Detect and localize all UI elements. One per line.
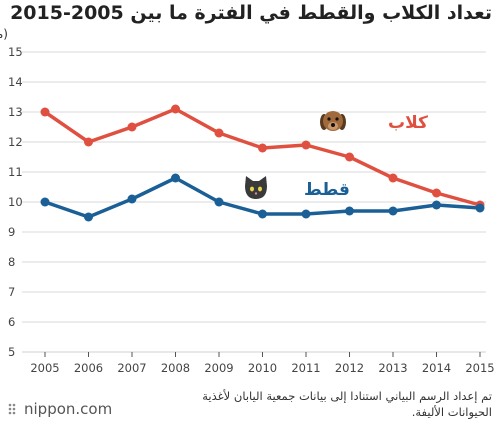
y-tick-label: 10 [8, 195, 23, 209]
brand-logo[interactable]: nippon.com [8, 400, 112, 418]
data-point [301, 209, 311, 219]
y-tick-label: 11 [8, 165, 23, 179]
data-point [84, 212, 93, 222]
data-point [214, 197, 224, 207]
data-point [171, 104, 180, 114]
x-tick-label: 2008 [161, 361, 190, 375]
x-tick-label: 2013 [378, 361, 407, 375]
source-note: تم إعداد الرسم البياني استنادا إلى بيانا… [202, 389, 492, 419]
y-tick-label: 12 [8, 135, 23, 149]
data-point [388, 173, 398, 183]
dog-face-icon [320, 111, 346, 131]
y-tick-label: 8 [8, 255, 15, 269]
x-tick-label: 2006 [74, 361, 103, 375]
brand-dot-icon [8, 403, 16, 415]
y-tick-label: 5 [8, 345, 15, 359]
data-point [84, 137, 93, 147]
series-label-dogs: كلاب [388, 113, 428, 133]
data-point [40, 197, 50, 207]
data-point [258, 209, 267, 219]
y-tick-label: 14 [8, 75, 23, 89]
data-point [127, 194, 137, 204]
data-point [40, 107, 50, 117]
x-tick-labels: 2005 2006 2007 2008 2009 2010 2011 2012 2013 2014… [30, 361, 494, 375]
series-label-cats: قطط [304, 180, 350, 200]
data-point [345, 206, 354, 216]
y-tick-labels: 5 6 7 8 9 10 11 12 13 14 15 [8, 45, 23, 359]
x-tick-label: 2009 [204, 361, 233, 375]
series-labels: كلاب قطط [245, 111, 428, 200]
data-point [432, 200, 441, 210]
x-tick-label: 2005 [30, 361, 59, 375]
x-tick-label: 2007 [117, 361, 146, 375]
y-tick-label: 6 [8, 315, 15, 329]
x-tick-label: 2011 [291, 361, 320, 375]
x-tick-label: 2012 [335, 361, 364, 375]
x-tick-label: 2015 [465, 361, 494, 375]
gridlines [22, 51, 486, 357]
brand-name: nippon.com [24, 400, 113, 418]
data-point [258, 143, 267, 153]
y-tick-label: 15 [8, 45, 23, 59]
data-point [127, 122, 137, 132]
chart-title: تعداد الكلاب والقطط في الفترة ما بين 200… [10, 2, 492, 24]
y-tick-label: 13 [8, 105, 23, 119]
data-point [432, 188, 441, 198]
data-point [388, 206, 398, 216]
y-axis-label: (مليون) [0, 27, 8, 42]
series-points [40, 104, 485, 222]
data-point [475, 203, 485, 213]
data-point [301, 140, 311, 150]
x-tick-label: 2010 [248, 361, 277, 375]
data-point [171, 173, 180, 183]
cat-face-icon [245, 176, 267, 199]
data-point [214, 128, 224, 138]
x-tick-label: 2014 [422, 361, 451, 375]
data-point [345, 152, 354, 162]
y-tick-label: 7 [8, 285, 15, 299]
y-tick-label: 9 [8, 225, 15, 239]
